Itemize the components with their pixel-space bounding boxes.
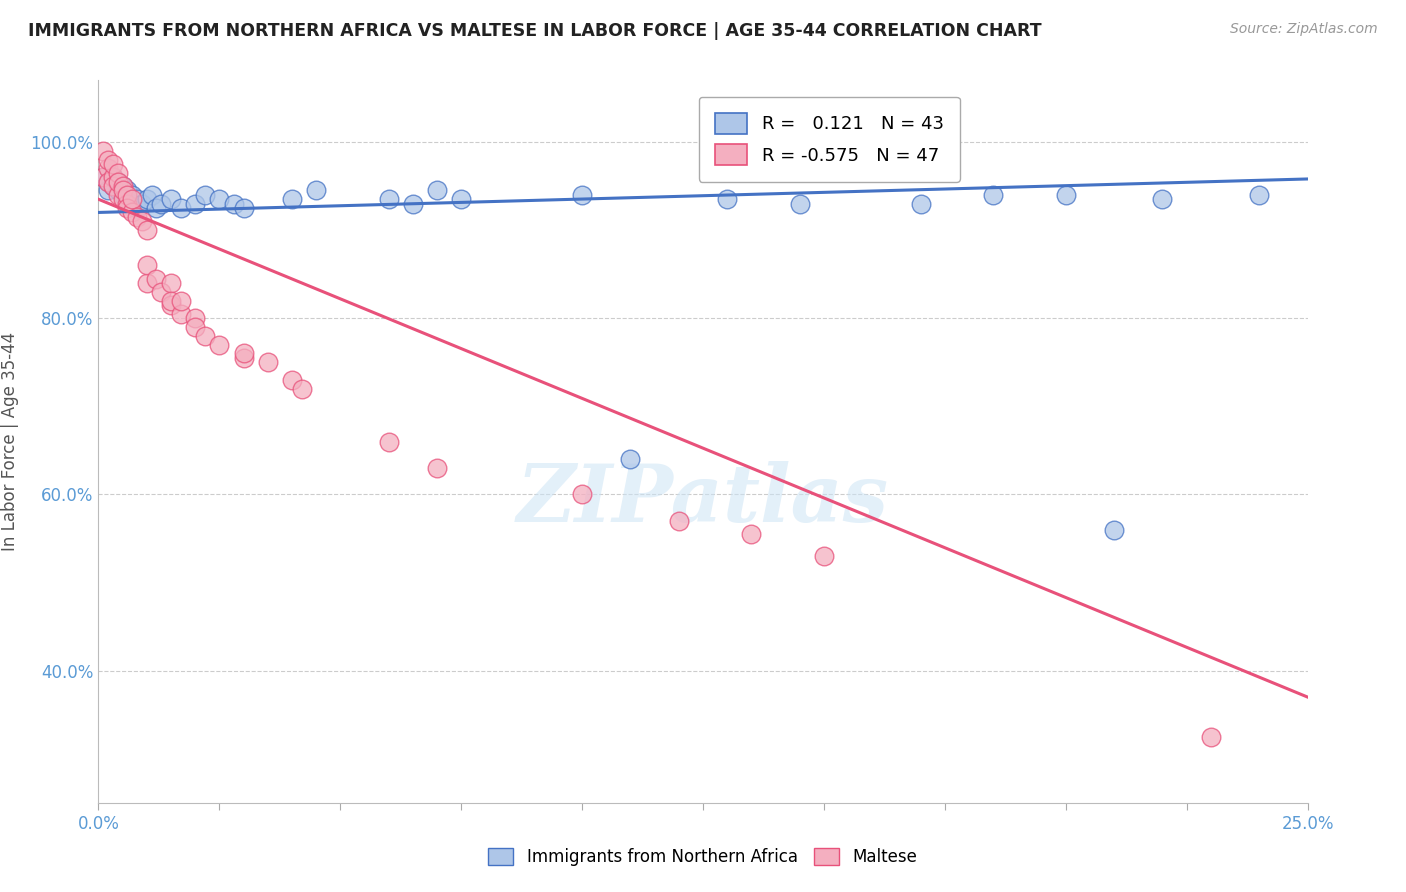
Point — [668, 514, 690, 528]
Point — [121, 187, 143, 202]
Y-axis label: In Labor Force | Age 35-44: In Labor Force | Age 35-44 — [1, 332, 20, 551]
Point — [208, 192, 231, 206]
Point — [101, 170, 124, 185]
Point — [117, 196, 139, 211]
Point — [111, 179, 134, 194]
Point — [208, 337, 231, 351]
Point — [716, 192, 738, 206]
Point — [450, 192, 472, 206]
Point — [101, 157, 124, 171]
Point — [910, 196, 932, 211]
Point — [91, 144, 114, 158]
Point — [141, 187, 163, 202]
Point — [121, 196, 143, 211]
Point — [789, 196, 811, 211]
Point — [232, 201, 254, 215]
Point — [281, 192, 304, 206]
Point — [222, 196, 245, 211]
Point — [91, 170, 114, 185]
Text: Source: ZipAtlas.com: Source: ZipAtlas.com — [1230, 22, 1378, 37]
Legend: Immigrants from Northern Africa, Maltese: Immigrants from Northern Africa, Maltese — [479, 840, 927, 875]
Point — [117, 187, 139, 202]
Point — [1199, 730, 1222, 744]
Point — [131, 214, 153, 228]
Point — [232, 351, 254, 365]
Point — [111, 187, 134, 202]
Point — [981, 187, 1004, 202]
Point — [256, 355, 278, 369]
Point — [184, 320, 207, 334]
Point — [619, 452, 641, 467]
Point — [1249, 187, 1271, 202]
Point — [1102, 523, 1125, 537]
Point — [135, 192, 157, 206]
Point — [97, 161, 120, 176]
Legend: R =   0.121   N = 43, R = -0.575   N = 47: R = 0.121 N = 43, R = -0.575 N = 47 — [699, 96, 960, 182]
Point — [402, 196, 425, 211]
Point — [91, 170, 114, 185]
Point — [426, 183, 449, 197]
Point — [281, 373, 304, 387]
Point — [107, 175, 129, 189]
Point — [184, 196, 207, 211]
Point — [117, 192, 139, 206]
Point — [127, 210, 149, 224]
Point — [145, 201, 167, 215]
Text: IMMIGRANTS FROM NORTHERN AFRICA VS MALTESE IN LABOR FORCE | AGE 35-44 CORRELATIO: IMMIGRANTS FROM NORTHERN AFRICA VS MALTE… — [28, 22, 1042, 40]
Point — [107, 166, 129, 180]
Point — [160, 298, 183, 312]
Point — [97, 175, 120, 189]
Point — [571, 487, 593, 501]
Point — [160, 276, 183, 290]
Point — [111, 179, 134, 194]
Point — [160, 293, 183, 308]
Point — [290, 382, 312, 396]
Point — [135, 276, 157, 290]
Point — [1152, 192, 1174, 206]
Point — [127, 192, 149, 206]
Point — [117, 201, 139, 215]
Point — [169, 307, 191, 321]
Text: ZIPatlas: ZIPatlas — [517, 460, 889, 538]
Point — [232, 346, 254, 360]
Point — [426, 461, 449, 475]
Point — [135, 258, 157, 272]
Point — [305, 183, 328, 197]
Point — [1054, 187, 1077, 202]
Point — [169, 201, 191, 215]
Point — [813, 549, 835, 563]
Point — [127, 201, 149, 215]
Point — [194, 187, 217, 202]
Point — [101, 179, 124, 194]
Point — [121, 192, 143, 206]
Point — [184, 311, 207, 326]
Point — [107, 183, 129, 197]
Point — [97, 183, 120, 197]
Point — [111, 192, 134, 206]
Point — [150, 196, 173, 211]
Point — [150, 285, 173, 299]
Point — [135, 223, 157, 237]
Point — [169, 293, 191, 308]
Point — [101, 179, 124, 194]
Point — [571, 187, 593, 202]
Point — [97, 175, 120, 189]
Point — [107, 187, 129, 202]
Point — [740, 527, 762, 541]
Point — [101, 170, 124, 185]
Point — [117, 183, 139, 197]
Point — [107, 175, 129, 189]
Point — [194, 328, 217, 343]
Point — [377, 434, 399, 449]
Point — [111, 183, 134, 197]
Point — [131, 196, 153, 211]
Point — [97, 153, 120, 167]
Point — [121, 205, 143, 219]
Point — [377, 192, 399, 206]
Point — [160, 192, 183, 206]
Point — [145, 271, 167, 285]
